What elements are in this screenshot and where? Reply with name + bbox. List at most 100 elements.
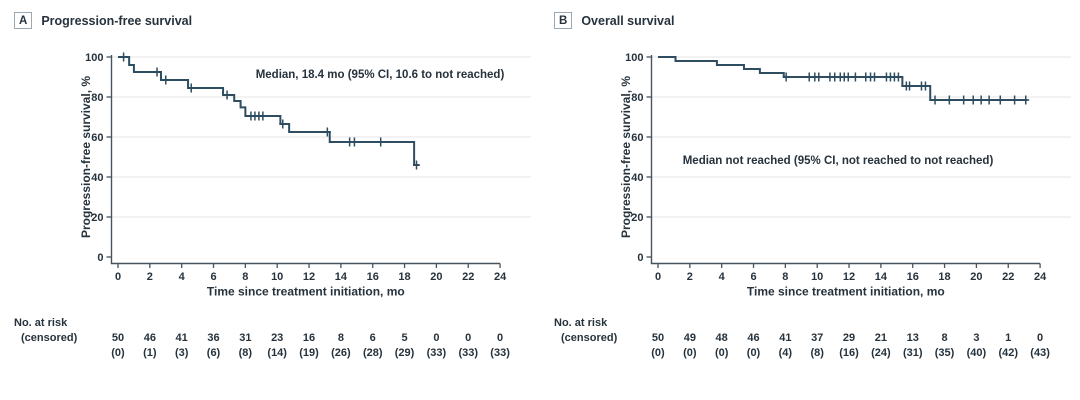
x-tick-label: 2: [687, 271, 693, 283]
x-tick-label: 18: [938, 271, 950, 283]
y-tick-label: 80: [91, 92, 103, 104]
censored-count: (33): [458, 347, 478, 359]
risk-table-header: No. at risk: [14, 317, 68, 329]
x-tick-label: 4: [719, 271, 726, 283]
at-risk-count: 0: [465, 332, 471, 344]
x-tick-label: 10: [271, 271, 283, 283]
y-tick-label: 60: [631, 132, 643, 144]
at-risk-count: 48: [716, 332, 728, 344]
panel-a-title: Progression-free survival: [41, 13, 193, 28]
censored-count: (4): [779, 347, 793, 359]
censored-count: (33): [490, 347, 510, 359]
at-risk-count: 13: [907, 332, 919, 344]
panel-b-title: Overall survival: [581, 13, 675, 28]
at-risk-count: 8: [941, 332, 947, 344]
at-risk-count: 21: [875, 332, 887, 344]
censored-count: (28): [363, 347, 383, 359]
censored-count: (3): [175, 347, 189, 359]
y-tick-label: 40: [631, 172, 643, 184]
censored-count: (8): [810, 347, 824, 359]
x-tick-label: 8: [782, 271, 788, 283]
censored-count: (0): [715, 347, 729, 359]
at-risk-count: 49: [684, 332, 696, 344]
at-risk-count: 41: [176, 332, 188, 344]
panel-a-header: A Progression-free survival: [14, 12, 192, 29]
censored-count: (33): [427, 347, 447, 359]
y-tick-label: 100: [625, 52, 643, 64]
x-tick-label: 16: [907, 271, 919, 283]
at-risk-count: 1: [1005, 332, 1011, 344]
at-risk-count: 8: [338, 332, 344, 344]
median-annotation: Median, 18.4 mo (95% CI, 10.6 to not rea…: [256, 69, 505, 81]
y-axis-title: Progression-free survival, %: [79, 76, 93, 238]
at-risk-count: 50: [112, 332, 124, 344]
censored-count: (43): [1030, 347, 1050, 359]
x-tick-label: 6: [750, 271, 756, 283]
x-tick-label: 12: [843, 271, 855, 283]
at-risk-count: 46: [144, 332, 156, 344]
x-axis-title: Time since treatment initiation, mo: [207, 285, 405, 299]
y-tick-label: 60: [91, 132, 103, 144]
survival-curve: [118, 56, 419, 166]
censored-count: (6): [207, 347, 221, 359]
at-risk-count: 37: [811, 332, 823, 344]
at-risk-count: 23: [271, 332, 283, 344]
y-tick-label: 100: [85, 52, 103, 64]
panel-b-header: B Overall survival: [554, 12, 674, 29]
x-tick-label: 22: [462, 271, 474, 283]
censored-count: (0): [747, 347, 761, 359]
x-tick-label: 18: [398, 271, 410, 283]
x-tick-label: 6: [210, 271, 216, 283]
y-axis-title: Progression-free survival, %: [619, 76, 633, 238]
risk-table-subheader: (censored): [561, 332, 618, 344]
y-tick-label: 20: [91, 212, 103, 224]
y-tick-label: 0: [637, 252, 643, 264]
censored-count: (19): [299, 347, 319, 359]
x-tick-label: 22: [1002, 271, 1014, 283]
censored-count: (31): [903, 347, 923, 359]
at-risk-count: 6: [370, 332, 376, 344]
at-risk-count: 36: [207, 332, 219, 344]
panel-b: B Overall survival 0 20 40 60 80 100 0 2 4 6 8 10 12…: [540, 0, 1080, 400]
x-tick-label: 2: [147, 271, 153, 283]
at-risk-count: 31: [239, 332, 251, 344]
censored-count: (40): [967, 347, 987, 359]
risk-table-subheader: (censored): [21, 332, 78, 344]
median-annotation: Median not reached (95% CI, not reached …: [683, 155, 994, 167]
y-tick-label: 80: [631, 92, 643, 104]
x-tick-label: 24: [494, 271, 507, 283]
at-risk-count: 41: [779, 332, 791, 344]
panel-a: A Progression-free survival 0 20 40 60 80 100…: [14, 12, 531, 359]
x-tick-label: 12: [303, 271, 315, 283]
censored-count: (0): [111, 347, 125, 359]
y-tick-label: 20: [631, 212, 643, 224]
censored-count: (1): [143, 347, 157, 359]
at-risk-count: 0: [433, 332, 439, 344]
censored-count: (16): [839, 347, 859, 359]
x-tick-label: 14: [335, 271, 348, 283]
x-tick-label: 24: [1034, 271, 1047, 283]
y-tick-label: 0: [97, 252, 103, 264]
censored-count: (0): [683, 347, 697, 359]
censored-count: (14): [267, 347, 287, 359]
at-risk-count: 0: [497, 332, 503, 344]
at-risk-count: 46: [747, 332, 759, 344]
x-tick-label: 20: [970, 271, 982, 283]
at-risk-count: 16: [303, 332, 315, 344]
at-risk-count: 3: [973, 332, 979, 344]
x-tick-label: 8: [242, 271, 248, 283]
censored-count: (42): [998, 347, 1018, 359]
censored-count: (26): [331, 347, 351, 359]
at-risk-count: 29: [843, 332, 855, 344]
x-tick-label: 10: [811, 271, 823, 283]
censored-count: (24): [871, 347, 891, 359]
at-risk-count: 0: [1037, 332, 1043, 344]
censored-count: (0): [651, 347, 665, 359]
censored-count: (8): [239, 347, 253, 359]
x-tick-label: 4: [179, 271, 186, 283]
x-tick-label: 14: [875, 271, 888, 283]
at-risk-count: 5: [401, 332, 407, 344]
x-tick-label: 0: [115, 271, 121, 283]
